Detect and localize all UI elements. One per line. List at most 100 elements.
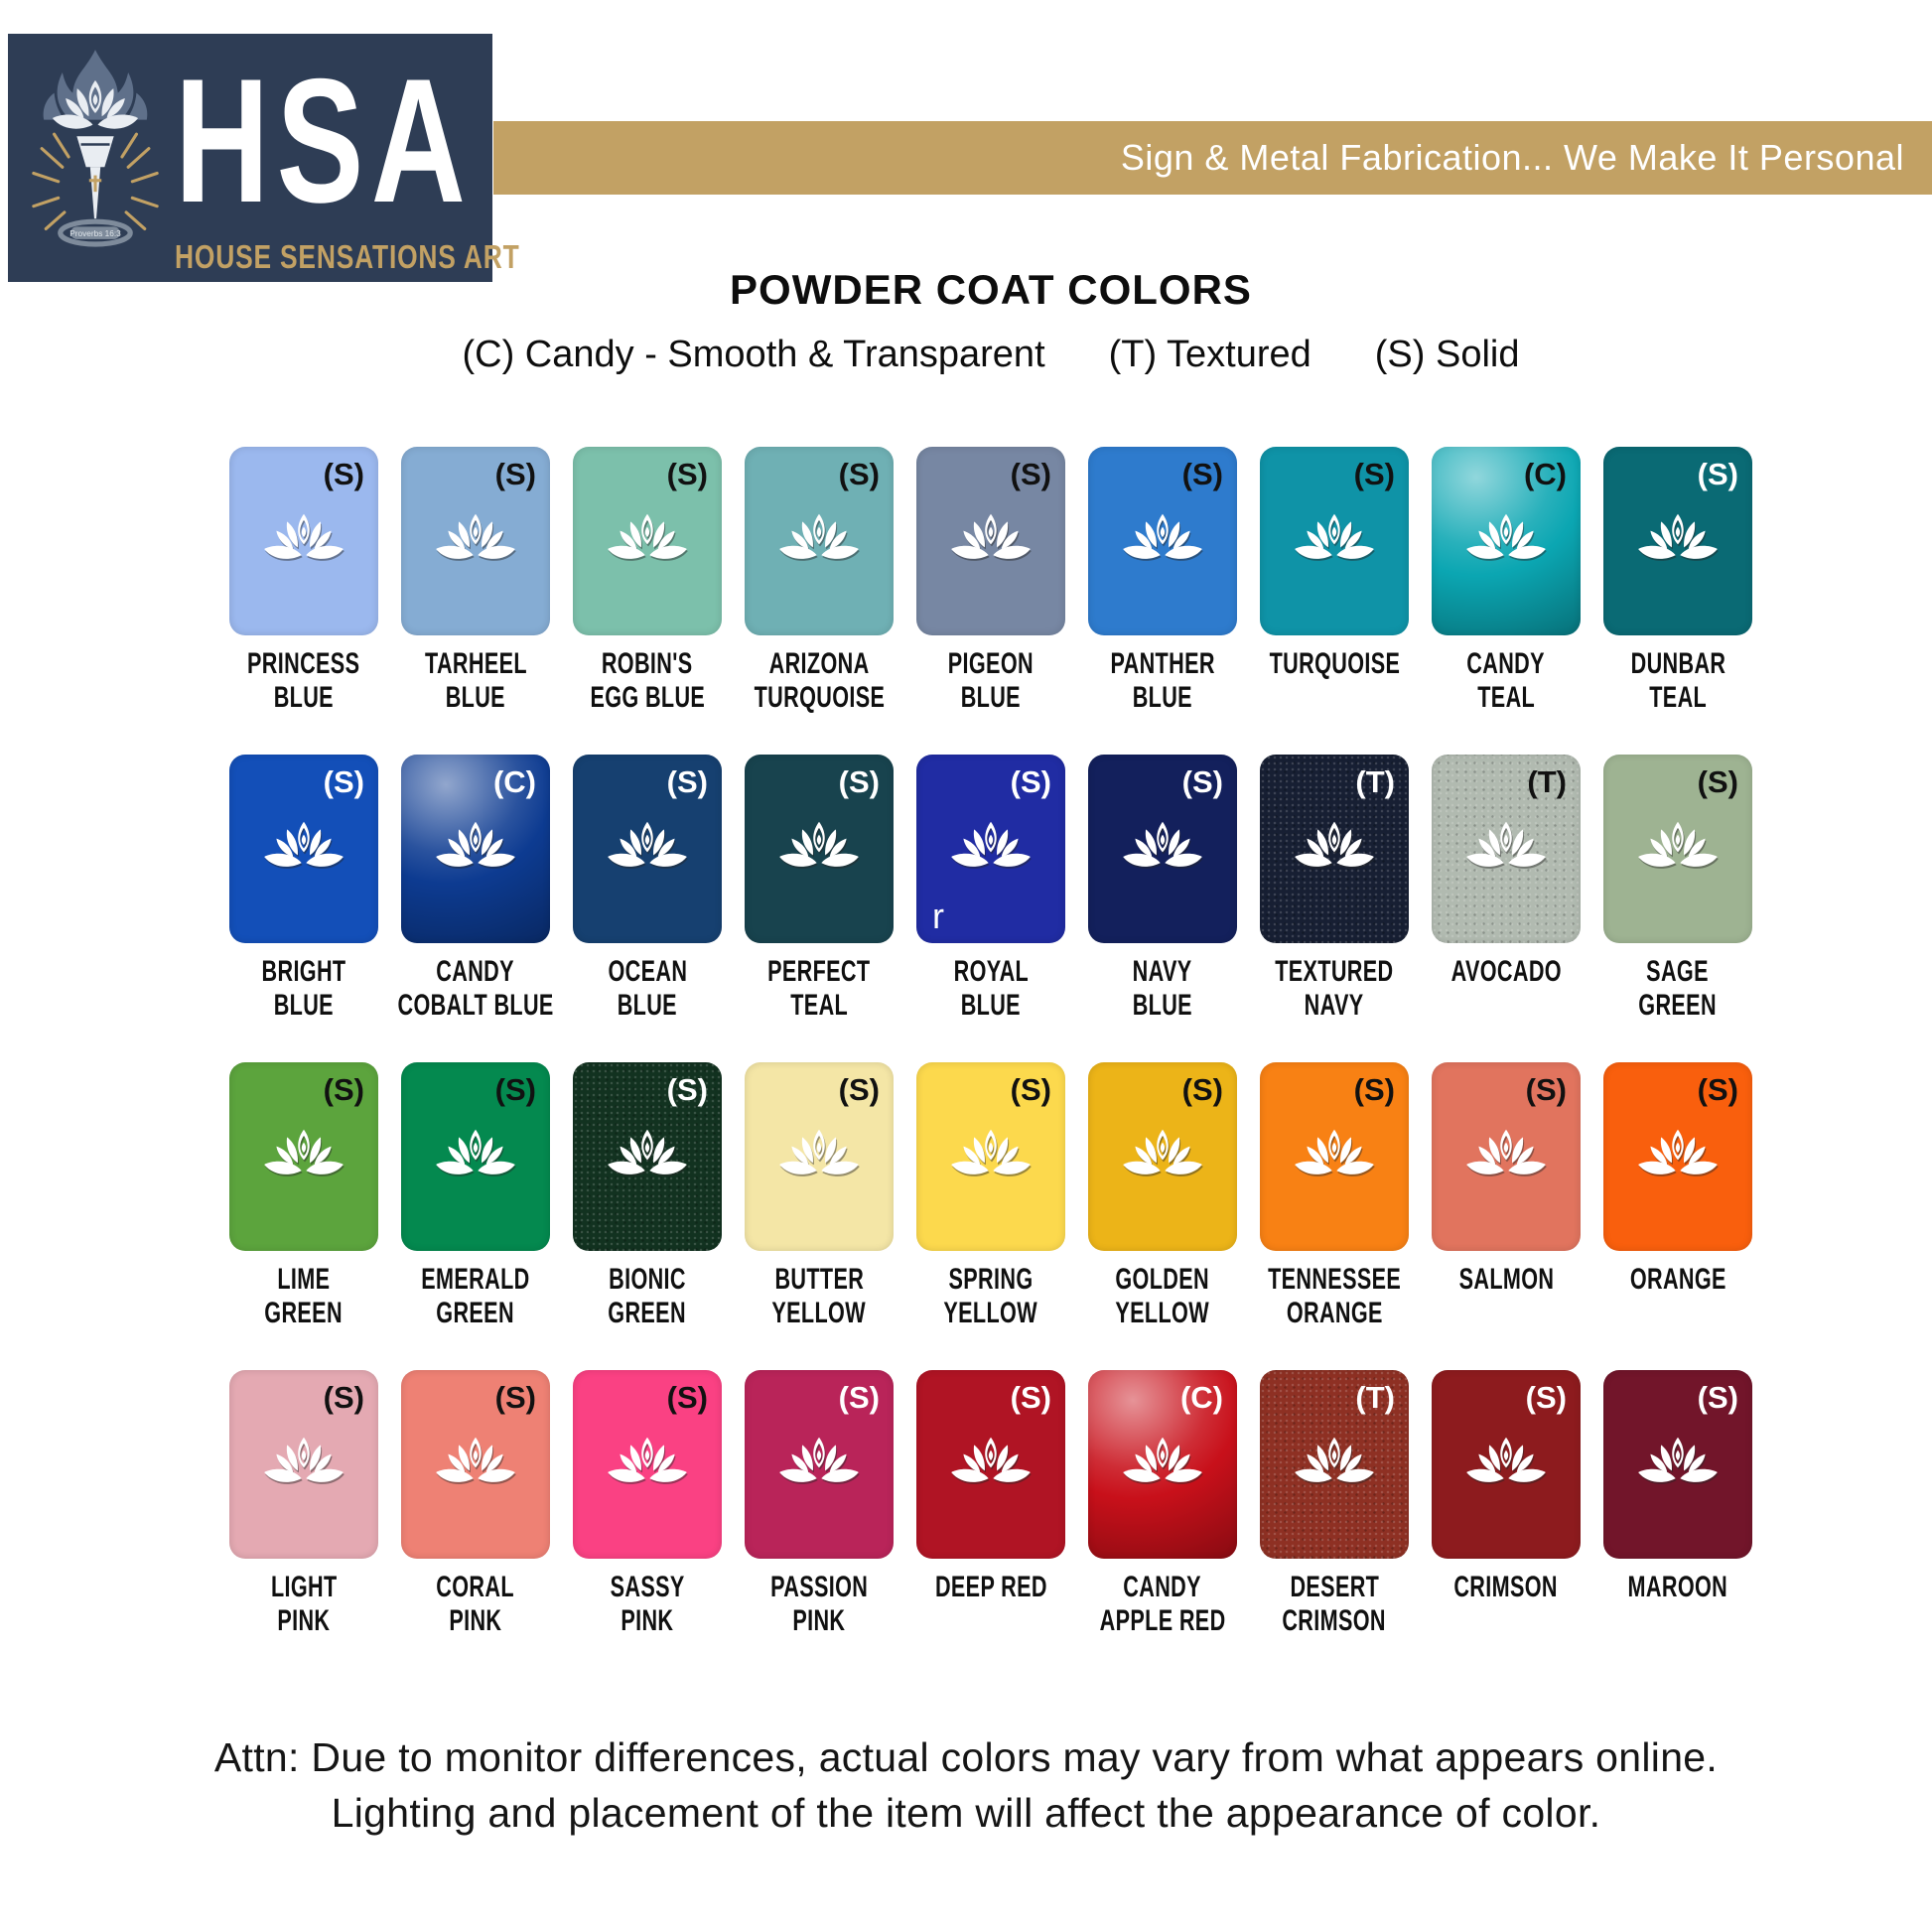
swatch-label-line: ROYAL — [953, 955, 1029, 988]
swatch-label-line: COBALT BLUE — [397, 989, 554, 1022]
swatch-cell: (S) EMERALD GREEN — [401, 1062, 550, 1330]
swatch-label-line: DESERT — [1290, 1571, 1379, 1603]
swatch-label-line: ORANGE — [1629, 1263, 1726, 1296]
finish-code-badge: (T) — [1355, 764, 1395, 799]
swatch-label: TENNESSEE ORANGE — [1242, 1263, 1427, 1330]
finish-code-badge: (S) — [1010, 764, 1051, 799]
finish-code-badge: (S) — [666, 764, 708, 799]
swatch-label-line: YELLOW — [1115, 1297, 1210, 1329]
lotus-icon — [1638, 1129, 1718, 1174]
lotus-icon — [779, 821, 859, 867]
swatch-label: CANDY COBALT BLUE — [367, 955, 584, 1023]
finish-code-badge: (S) — [323, 1380, 364, 1415]
lotus-icon — [951, 513, 1031, 559]
swatch-royal-blue: (S) r — [916, 755, 1065, 943]
legend-item-candy: (C) Candy - Smooth & Transparent — [462, 334, 1045, 375]
swatch-label-line: BLUE — [960, 681, 1022, 714]
swatch-row: (S) LIGHT PINK (S) CORAL PINK (S) SASSY PINK(… — [229, 1370, 1752, 1638]
swatch-cell: (S) TARHEEL BLUE — [401, 447, 550, 715]
finish-code-badge: (S) — [1010, 1072, 1051, 1107]
swatch-bright-blue: (S) — [229, 755, 378, 943]
swatch-label-line: SALMON — [1458, 1263, 1554, 1296]
swatch-label: TURQUOISE — [1244, 647, 1426, 681]
swatch-textured-navy: (T) — [1260, 755, 1409, 943]
swatch-label-line: PASSION — [769, 1571, 869, 1603]
finish-code-badge: (S) — [494, 457, 536, 491]
swatch-label-line: EGG BLUE — [590, 681, 705, 714]
swatch-label-line: CANDY — [1123, 1571, 1202, 1603]
swatch-label: EMERALD GREEN — [400, 1263, 551, 1330]
lotus-icon — [264, 513, 344, 559]
swatch-label-line: LIME — [277, 1263, 331, 1296]
swatch-label: GOLDEN YELLOW — [1097, 1263, 1227, 1330]
swatch-passion-pink: (S) — [745, 1370, 894, 1559]
swatch-pigeon-blue: (S) — [916, 447, 1065, 635]
swatch-label-line: GREEN — [436, 1297, 515, 1329]
swatch-dunbar-teal: (S) — [1603, 447, 1752, 635]
swatch-label: ROYAL BLUE — [939, 955, 1043, 1023]
disclaimer: Attn: Due to monitor differences, actual… — [0, 1729, 1932, 1841]
finish-legend: (C) Candy - Smooth & Transparent (T) Tex… — [205, 334, 1777, 376]
stray-character: r — [932, 896, 944, 936]
swatch-label: CRIMSON — [1434, 1571, 1578, 1604]
swatch-label: TEXTURED NAVY — [1252, 955, 1417, 1023]
swatch-label-line: BLUE — [617, 989, 678, 1022]
rays-icon — [32, 132, 159, 231]
swatch-label: ROBIN'S EGG BLUE — [568, 647, 728, 715]
lotus-icon — [779, 513, 859, 559]
finish-code-badge: (S) — [1697, 1380, 1738, 1415]
tagline-ribbon: Sign & Metal Fabrication... We Make It P… — [493, 121, 1932, 195]
cross-icon — [88, 175, 102, 193]
swatch-candy-cobalt-blue: (C) — [401, 755, 550, 943]
lotus-icon — [1638, 1437, 1718, 1482]
finish-code-badge: (S) — [323, 457, 364, 491]
swatch-cell: (S) CRIMSON — [1432, 1370, 1581, 1638]
swatch-cell: (C) CANDY COBALT BLUE — [397, 755, 553, 1023]
lotus-icon — [608, 821, 687, 867]
finish-code-badge: (S) — [1697, 457, 1738, 491]
swatch-label: ARIZONA TURQUOISE — [729, 647, 910, 715]
lotus-icon — [951, 821, 1031, 867]
swatch-label-line: BIONIC — [609, 1263, 686, 1296]
swatch-cell: (T) TEXTURED NAVY — [1260, 755, 1409, 1023]
swatch-label-line: YELLOW — [771, 1297, 867, 1329]
swatch-cell: (S) BRIGHT BLUE — [229, 755, 378, 1023]
lotus-icon — [1638, 821, 1718, 867]
logo-verse: Proverbs 16:3 — [69, 228, 121, 238]
logo-base-ellipse: Proverbs 16:3 — [58, 218, 133, 247]
swatch-label-line: TEAL — [1477, 681, 1535, 714]
swatch-label-line: BRIGHT — [261, 955, 346, 988]
lotus-icon — [951, 1437, 1031, 1482]
swatch-label-line: CORAL — [436, 1571, 515, 1603]
swatch-label-line: DUNBAR — [1630, 647, 1725, 680]
logo-text: HSA HOUSE SENSATIONS ART — [175, 48, 519, 276]
swatch-label: NAVY BLUE — [1121, 955, 1204, 1023]
swatch-robins-egg-blue: (S) — [573, 447, 722, 635]
swatch-label-line: NAVY — [1133, 955, 1192, 988]
swatch-label-line: TEAL — [1649, 681, 1707, 714]
finish-code-badge: (S) — [1353, 457, 1395, 491]
swatch-label: BUTTER YELLOW — [754, 1263, 884, 1330]
swatch-cell: (S) BIONIC GREEN — [573, 1062, 722, 1330]
swatch-crimson: (S) — [1432, 1370, 1581, 1559]
lotus-icon — [1295, 513, 1374, 559]
swatch-label: AVOCADO — [1430, 955, 1584, 989]
swatch-label: OCEAN BLUE — [593, 955, 703, 1023]
swatch-deep-red: (S) — [916, 1370, 1065, 1559]
swatch-arizona-turquoise: (S) — [745, 447, 894, 635]
swatch-cell: (S) r ROYAL BLUE — [916, 755, 1065, 1023]
swatch-navy-blue: (S) — [1088, 755, 1237, 943]
swatch-avocado: (T) — [1432, 755, 1581, 943]
swatch-label-line: CRIMSON — [1453, 1571, 1559, 1603]
swatch-label: PRINCESS BLUE — [225, 647, 381, 715]
swatch-label: ORANGE — [1611, 1263, 1745, 1297]
swatch-label: BRIGHT BLUE — [245, 955, 362, 1023]
swatch-label: TARHEEL BLUE — [405, 647, 547, 715]
legend-item-solid: (S) Solid — [1374, 334, 1520, 375]
finish-code-badge: (S) — [666, 1072, 708, 1107]
swatch-row: (S) LIME GREEN (S) EMERALD GREEN (S) BIONIC G… — [229, 1062, 1752, 1330]
finish-code-badge: (S) — [494, 1072, 536, 1107]
tagline-text: Sign & Metal Fabrication... We Make It P… — [1120, 137, 1904, 178]
finish-code-badge: (S) — [838, 1380, 880, 1415]
